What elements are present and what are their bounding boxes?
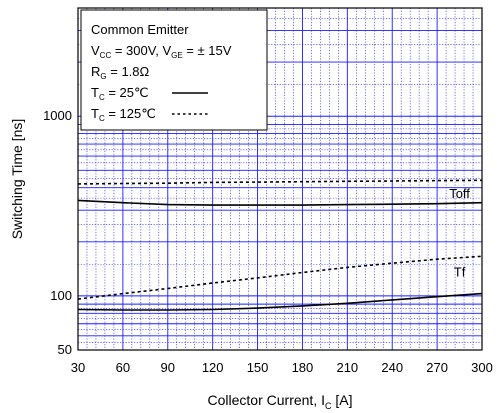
legend-line: Common Emitter — [91, 22, 189, 37]
series-toff-125c — [77, 179, 483, 185]
y-tick-label: 1000 — [43, 108, 72, 123]
series-labels: Toff Tf — [449, 186, 470, 280]
series-tf-25c — [77, 292, 483, 311]
series-layer — [77, 179, 483, 311]
x-axis-label: Collector Current, IC [A] — [208, 392, 353, 411]
legend-background — [80, 9, 268, 131]
y-axis-label: Switching Time [ns] — [9, 119, 25, 240]
series-label-toff: Toff — [449, 186, 470, 201]
x-tick-label: 90 — [161, 360, 175, 375]
x-tick-label: 300 — [471, 360, 493, 375]
tick-labels: 30 60 90 120 150 180 210 240 270 300 50 100 1000 — [43, 108, 493, 375]
series-label-tf: Tf — [454, 264, 466, 279]
y-tick-label: 50 — [58, 342, 72, 357]
legend-line: TC = 25℃ — [91, 85, 149, 102]
x-tick-label: 150 — [247, 360, 269, 375]
y-tick-label: 100 — [50, 288, 72, 303]
legend-line: TC = 125℃ — [91, 106, 156, 123]
x-tick-label: 240 — [381, 360, 403, 375]
x-tick-label: 60 — [116, 360, 130, 375]
x-tick-label: 180 — [292, 360, 314, 375]
x-tick-label: 210 — [336, 360, 358, 375]
x-tick-label: 120 — [202, 360, 224, 375]
legend-line: RG = 1.8Ω — [91, 64, 150, 81]
legend: Common Emitter VCC = 300V, VGE = ± 15V RG … — [80, 9, 268, 131]
legend-line: VCC = 300V, VGE = ± 15V — [91, 43, 232, 60]
x-tick-label: 30 — [71, 360, 85, 375]
x-tick-label: 270 — [426, 360, 448, 375]
series-tf-125c — [77, 255, 483, 300]
plot-frame — [77, 7, 483, 351]
series-toff-25c — [77, 199, 483, 206]
